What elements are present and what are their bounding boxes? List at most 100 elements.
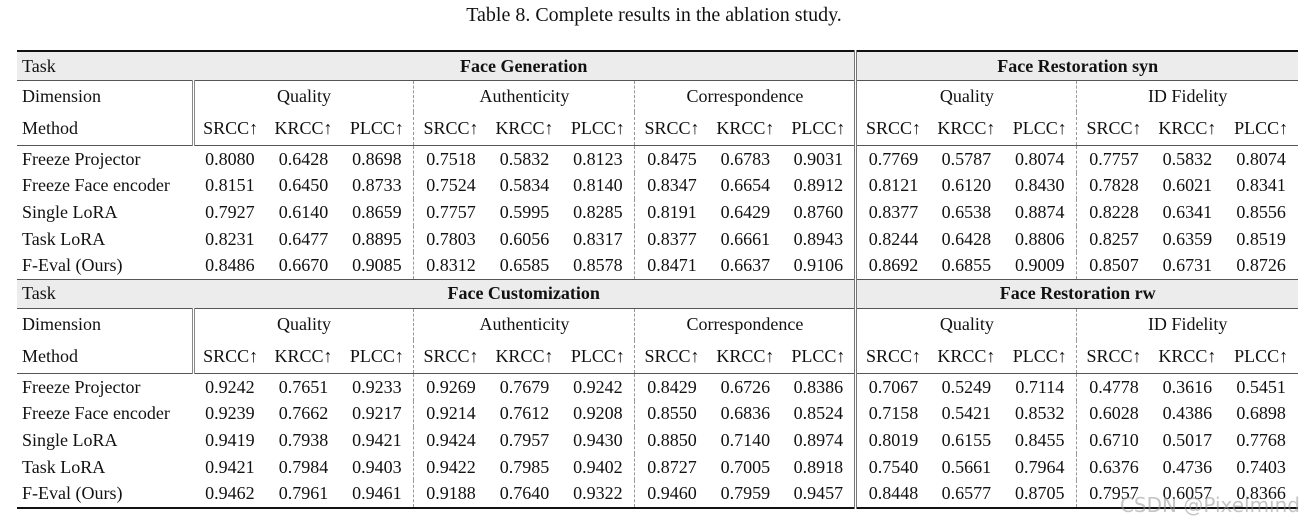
value: 0.6661 xyxy=(720,228,771,249)
value: 0.9424 xyxy=(426,429,476,450)
value: 0.9208 xyxy=(561,400,636,428)
data-row: Freeze Face encoder 0.9239 0.7662 0.9217 0.9… xyxy=(17,400,1298,428)
value: 0.6341 xyxy=(1162,201,1213,222)
dimension: Authenticity xyxy=(413,308,636,340)
value: 0.6021 xyxy=(1162,175,1213,196)
value: 0.8550 xyxy=(647,403,697,424)
metric: PLCC↑ xyxy=(1224,112,1298,146)
value: 0.8341 xyxy=(1236,175,1286,196)
value: 0.7140 xyxy=(720,429,771,450)
value: 0.9460 xyxy=(647,483,697,504)
value: 0.6140 xyxy=(278,201,329,222)
value: 0.6450 xyxy=(278,175,329,196)
value: 0.9402 xyxy=(561,453,636,481)
value: 0.8912 xyxy=(782,172,858,200)
metric: SRCC↑ xyxy=(413,112,488,146)
value: 0.7938 xyxy=(278,429,329,450)
dimension: ID Fidelity xyxy=(1147,313,1228,334)
value: 0.9239 xyxy=(205,403,255,424)
value: 0.4778 xyxy=(1089,376,1139,397)
value: 0.7959 xyxy=(720,483,771,504)
value: 0.9217 xyxy=(340,400,415,428)
dimension: Authenticity xyxy=(413,80,636,112)
value: 0.9009 xyxy=(1003,252,1078,280)
value: 0.9188 xyxy=(426,483,476,504)
dimension-label: Dimension xyxy=(17,80,195,112)
metric: KRCC↑ xyxy=(487,339,562,374)
method-label: Method xyxy=(17,339,195,374)
value: 0.5451 xyxy=(1236,376,1286,397)
value: 0.7957 xyxy=(1089,483,1139,504)
value: 0.8317 xyxy=(561,225,636,253)
value: 0.9462 xyxy=(205,483,255,504)
data-row: F-Eval (Ours) 0.9462 0.7961 0.9461 0.9188 0.7… xyxy=(17,480,1298,508)
dimension-row: Dimension Quality Authenticity Corresponden… xyxy=(17,308,1298,340)
value: 0.6477 xyxy=(278,228,329,249)
value: 0.6731 xyxy=(1150,252,1225,280)
value: 0.5995 xyxy=(499,201,550,222)
value: 0.6028 xyxy=(1089,403,1139,424)
value: 0.5834 xyxy=(499,175,550,196)
value: 0.5832 xyxy=(1162,148,1213,169)
task-name: Face Customization xyxy=(193,279,858,309)
value: 0.5249 xyxy=(941,376,992,397)
value: 0.3616 xyxy=(1162,376,1213,397)
dimension: Quality xyxy=(855,80,1078,112)
value: 0.7828 xyxy=(1089,175,1139,196)
task-label: Task xyxy=(17,279,193,309)
metric: PLCC↑ xyxy=(340,339,415,374)
metric: KRCC↑ xyxy=(708,112,783,146)
value: 0.6359 xyxy=(1162,228,1213,249)
value: 0.6376 xyxy=(1089,456,1139,477)
value: 0.8123 xyxy=(561,145,636,173)
value: 0.7518 xyxy=(426,148,476,169)
metric: SRCC↑ xyxy=(1076,112,1151,146)
metric: SRCC↑ xyxy=(413,339,488,374)
value: 0.8121 xyxy=(868,175,919,196)
dimension: Quality xyxy=(855,308,1078,340)
value: 0.9322 xyxy=(561,480,636,508)
value: 0.7957 xyxy=(499,429,550,450)
value: 0.6428 xyxy=(278,148,329,169)
data-row: Task LoRA 0.9421 0.7984 0.9403 0.9422 0.7985 0… xyxy=(17,453,1298,481)
value: 0.6855 xyxy=(929,252,1004,280)
value: 0.8659 xyxy=(340,199,415,226)
metric: PLCC↑ xyxy=(561,112,636,146)
dimension: Quality xyxy=(193,308,415,340)
value: 0.8760 xyxy=(782,199,858,226)
value: 0.8705 xyxy=(1003,480,1078,508)
value: 0.6056 xyxy=(499,228,550,249)
value: 0.6670 xyxy=(266,252,341,280)
method-name: Task LoRA xyxy=(22,456,106,477)
data-row: F-Eval (Ours) 0.8486 0.6670 0.9085 0.8312 0.6… xyxy=(17,252,1298,280)
method-name: Freeze Face encoder xyxy=(22,175,170,196)
metric: SRCC↑ xyxy=(193,339,267,374)
value: 0.7757 xyxy=(1089,148,1139,169)
value: 0.9085 xyxy=(340,252,415,280)
value: 0.9403 xyxy=(340,453,415,481)
metric: KRCC↑ xyxy=(1150,339,1225,374)
value: 0.7757 xyxy=(426,201,476,222)
value: 0.8448 xyxy=(868,483,919,504)
metric: KRCC↑ xyxy=(266,112,341,146)
metric: KRCC↑ xyxy=(487,112,562,146)
value: 0.8257 xyxy=(1089,228,1139,249)
value: 0.8285 xyxy=(561,199,636,226)
metric: KRCC↑ xyxy=(929,112,1004,146)
data-row: Freeze Projector 0.8080 0.6428 0.8698 0.7518… xyxy=(17,145,1298,173)
value: 0.9233 xyxy=(340,373,415,401)
metric-row: Method SRCC↑ KRCC↑ PLCC↑ SRCC↑ KRCC↑ PLCC↑ SRCC… xyxy=(17,339,1298,374)
value: 0.8429 xyxy=(647,376,697,397)
value: 0.5421 xyxy=(941,403,992,424)
value: 0.6538 xyxy=(941,201,992,222)
value: 0.6726 xyxy=(720,376,771,397)
value: 0.9421 xyxy=(340,427,415,454)
value: 0.5017 xyxy=(1162,429,1213,450)
value: 0.9422 xyxy=(426,456,476,477)
value: 0.7403 xyxy=(1236,456,1286,477)
data-row: Task LoRA 0.8231 0.6477 0.8895 0.7803 0.6056 0… xyxy=(17,225,1298,253)
value: 0.6155 xyxy=(941,429,992,450)
value: 0.9242 xyxy=(205,376,255,397)
dimension: Correspondence xyxy=(634,308,858,340)
value: 0.6654 xyxy=(720,175,771,196)
